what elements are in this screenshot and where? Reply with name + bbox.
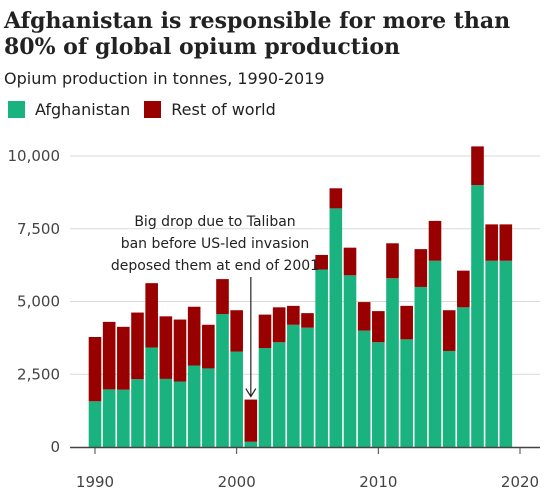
bar-rest-of-world [499, 224, 513, 261]
bar-rest-of-world [386, 243, 399, 279]
bar-rest-of-world [343, 247, 357, 276]
bar-rest-of-world [485, 224, 498, 261]
legend-item-afghanistan: Afghanistan [8, 100, 130, 119]
bar-rest-of-world [400, 305, 413, 340]
bar-rest-of-world [145, 283, 158, 348]
annotation-text: deposed them at end of 2001 [111, 258, 319, 274]
legend-swatch-afghanistan [8, 101, 25, 118]
bar-rest-of-world [258, 314, 272, 349]
bar-rest-of-world [102, 321, 116, 390]
bar-afghanistan [159, 378, 173, 447]
bar-afghanistan [88, 401, 102, 447]
bar-rest-of-world [372, 311, 385, 343]
y-tick-label: 0 [50, 438, 60, 456]
bar-rest-of-world [457, 270, 470, 308]
bar-afghanistan [216, 314, 229, 447]
bar-afghanistan [287, 324, 300, 447]
x-tick-label: 2020 [501, 473, 539, 491]
bar-afghanistan [442, 350, 456, 447]
bar-rest-of-world [329, 188, 343, 209]
bar-afghanistan [117, 389, 130, 447]
bar-afghanistan [301, 327, 314, 447]
bar-afghanistan [357, 330, 371, 447]
chart-title: Afghanistan is responsible for more than… [4, 8, 511, 60]
legend: Afghanistan Rest of world [8, 100, 290, 119]
legend-item-rest-of-world: Rest of world [144, 100, 276, 119]
bar-rest-of-world [442, 310, 456, 351]
y-tick-label: 10,000 [8, 147, 61, 165]
x-tick-label: 1990 [76, 473, 114, 491]
bar-afghanistan [102, 389, 116, 447]
bar-rest-of-world [159, 316, 173, 379]
bar-afghanistan [244, 441, 258, 447]
bar-rest-of-world [216, 279, 229, 315]
bar-rest-of-world [272, 307, 286, 343]
bar-rest-of-world [117, 326, 130, 390]
bar-afghanistan [386, 278, 399, 447]
y-tick-label: 7,500 [17, 220, 60, 238]
bar-afghanistan [187, 365, 201, 447]
legend-label-afghanistan: Afghanistan [35, 100, 131, 119]
bar-afghanistan [329, 208, 343, 447]
bar-afghanistan [173, 381, 187, 447]
bar-rest-of-world [230, 310, 243, 352]
bar-rest-of-world [88, 337, 102, 402]
bar-afghanistan [272, 342, 286, 447]
bar-afghanistan [131, 379, 144, 447]
annotation-text: Big drop due to Taliban [134, 214, 295, 230]
bar-rest-of-world [131, 312, 144, 380]
bar-rest-of-world [414, 249, 428, 287]
bar-afghanistan [202, 368, 215, 447]
bar-rest-of-world [315, 254, 328, 270]
bar-rest-of-world [428, 220, 442, 261]
bar-afghanistan [471, 185, 484, 447]
bar-rest-of-world [202, 324, 215, 369]
bar-afghanistan [315, 269, 328, 447]
bar-afghanistan [485, 260, 498, 447]
bar-afghanistan [414, 286, 428, 447]
bar-rest-of-world [301, 313, 314, 328]
y-tick-label: 2,500 [17, 365, 60, 383]
bar-rest-of-world [471, 146, 484, 186]
bar-rest-of-world [287, 305, 300, 325]
bar-afghanistan [372, 342, 385, 447]
bar-rest-of-world [173, 319, 187, 382]
legend-swatch-rest-of-world [144, 101, 162, 118]
bar-afghanistan [499, 260, 513, 447]
bar-rest-of-world [357, 302, 371, 331]
annotation-text: ban before US-led invasion [121, 236, 310, 252]
bar-afghanistan [343, 275, 357, 447]
legend-label-rest-of-world: Rest of world [171, 100, 276, 119]
bar-rest-of-world [187, 306, 201, 366]
chart-subtitle: Opium production in tonnes, 1990-2019 [4, 69, 325, 88]
x-tick-label: 2000 [218, 473, 256, 491]
bar-afghanistan [258, 348, 272, 447]
bar-afghanistan [400, 339, 413, 447]
bar-afghanistan [457, 307, 470, 447]
bar-afghanistan [230, 351, 243, 447]
bar-afghanistan [428, 260, 442, 447]
x-tick-label: 2010 [359, 473, 397, 491]
y-tick-label: 5,000 [17, 293, 60, 311]
bar-rest-of-world [244, 399, 258, 442]
annotation-arrowhead [245, 388, 257, 398]
bar-afghanistan [145, 347, 158, 447]
